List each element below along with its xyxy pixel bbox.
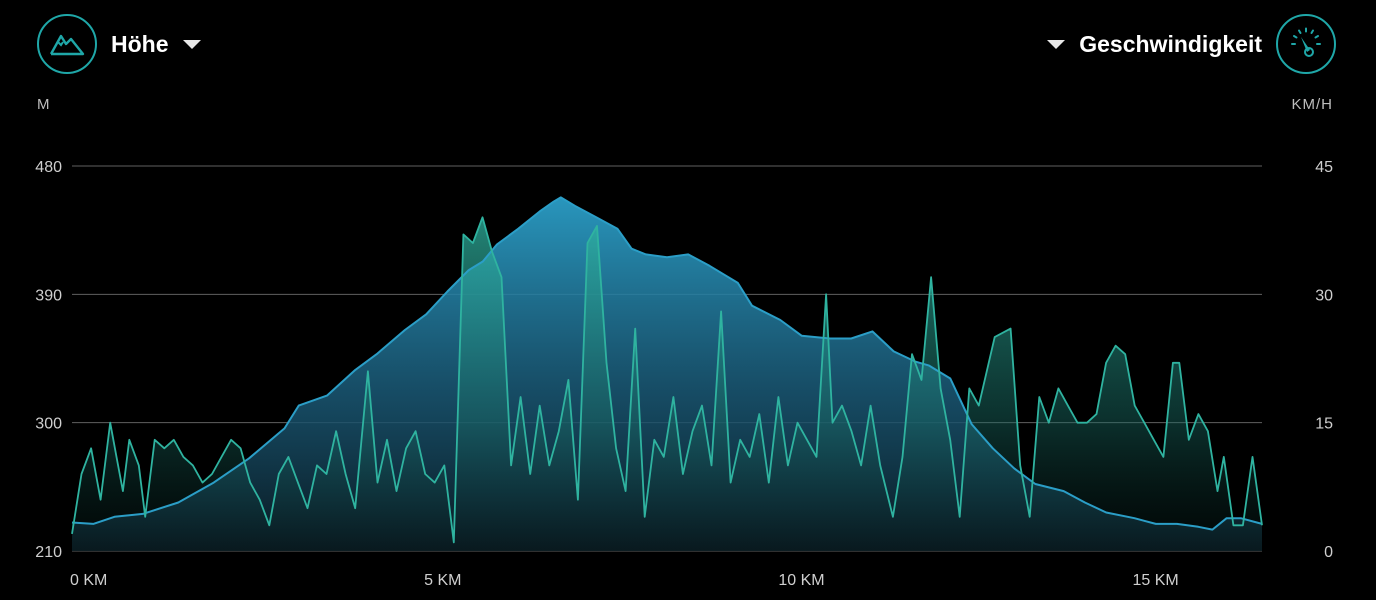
y-right-tick-label: 45	[1315, 159, 1333, 176]
x-tick-label: 0 KM	[70, 572, 107, 589]
speed-metric-selector[interactable]: Geschwindigkeit	[1047, 31, 1262, 58]
elevation-metric-label: Höhe	[111, 30, 169, 57]
mountain-icon	[37, 14, 97, 74]
y-right-tick-label: 30	[1315, 287, 1333, 304]
speed-metric-label: Geschwindigkeit	[1079, 30, 1262, 57]
y-left-tick-label: 480	[35, 159, 62, 176]
elevation-line	[71, 196, 1263, 531]
y-left-tick-label: 390	[35, 287, 62, 304]
speed-line	[71, 216, 1263, 544]
elevation-metric-selector[interactable]: Höhe	[111, 31, 201, 58]
speed-header: Geschwindigkeit	[1047, 14, 1336, 74]
speed-unit-label: KM/H	[1291, 96, 1333, 113]
elevation-unit-label: M	[37, 96, 51, 113]
x-tick-label: 15 KM	[1133, 572, 1179, 589]
y-left-tick-label: 300	[35, 416, 62, 433]
y-right-tick-label: 15	[1315, 416, 1333, 433]
speed-area	[72, 217, 1262, 552]
y-right-tick-label: 0	[1324, 544, 1333, 561]
speedometer-icon	[1276, 14, 1336, 74]
chevron-down-icon	[182, 39, 201, 49]
chevron-down-icon	[1047, 39, 1066, 49]
x-tick-label: 5 KM	[424, 572, 461, 589]
x-tick-label: 10 KM	[778, 572, 824, 589]
elevation-header: Höhe	[37, 14, 201, 74]
y-left-tick-label: 210	[35, 544, 62, 561]
